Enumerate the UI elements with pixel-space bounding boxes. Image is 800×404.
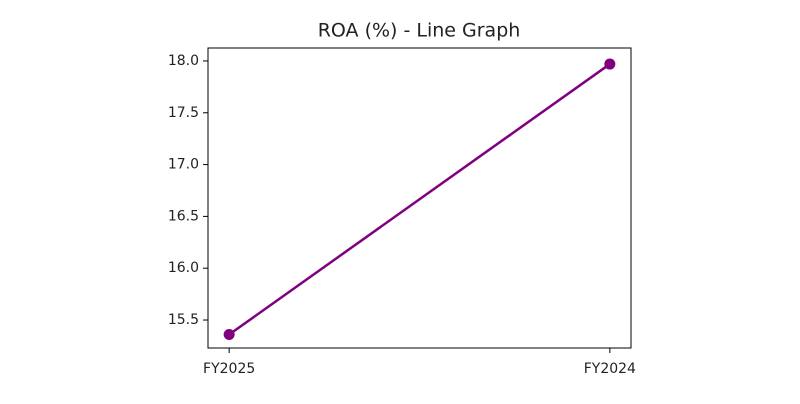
y-tick-label: 16.0 <box>168 260 199 276</box>
data-point <box>223 329 235 341</box>
y-tick-label: 16.5 <box>168 208 199 224</box>
plot-frame <box>207 47 632 349</box>
x-tick-label: FY2024 <box>584 361 636 377</box>
y-tick-label: 15.5 <box>168 312 199 328</box>
data-point <box>604 58 616 70</box>
data-line <box>228 63 611 336</box>
y-tick-label: 18.0 <box>168 53 199 69</box>
y-tick-label: 17.0 <box>168 157 199 173</box>
chart-title: ROA (%) - Line Graph <box>318 20 521 42</box>
y-tick-label: 17.5 <box>168 105 199 121</box>
x-tick-label: FY2025 <box>203 361 255 377</box>
